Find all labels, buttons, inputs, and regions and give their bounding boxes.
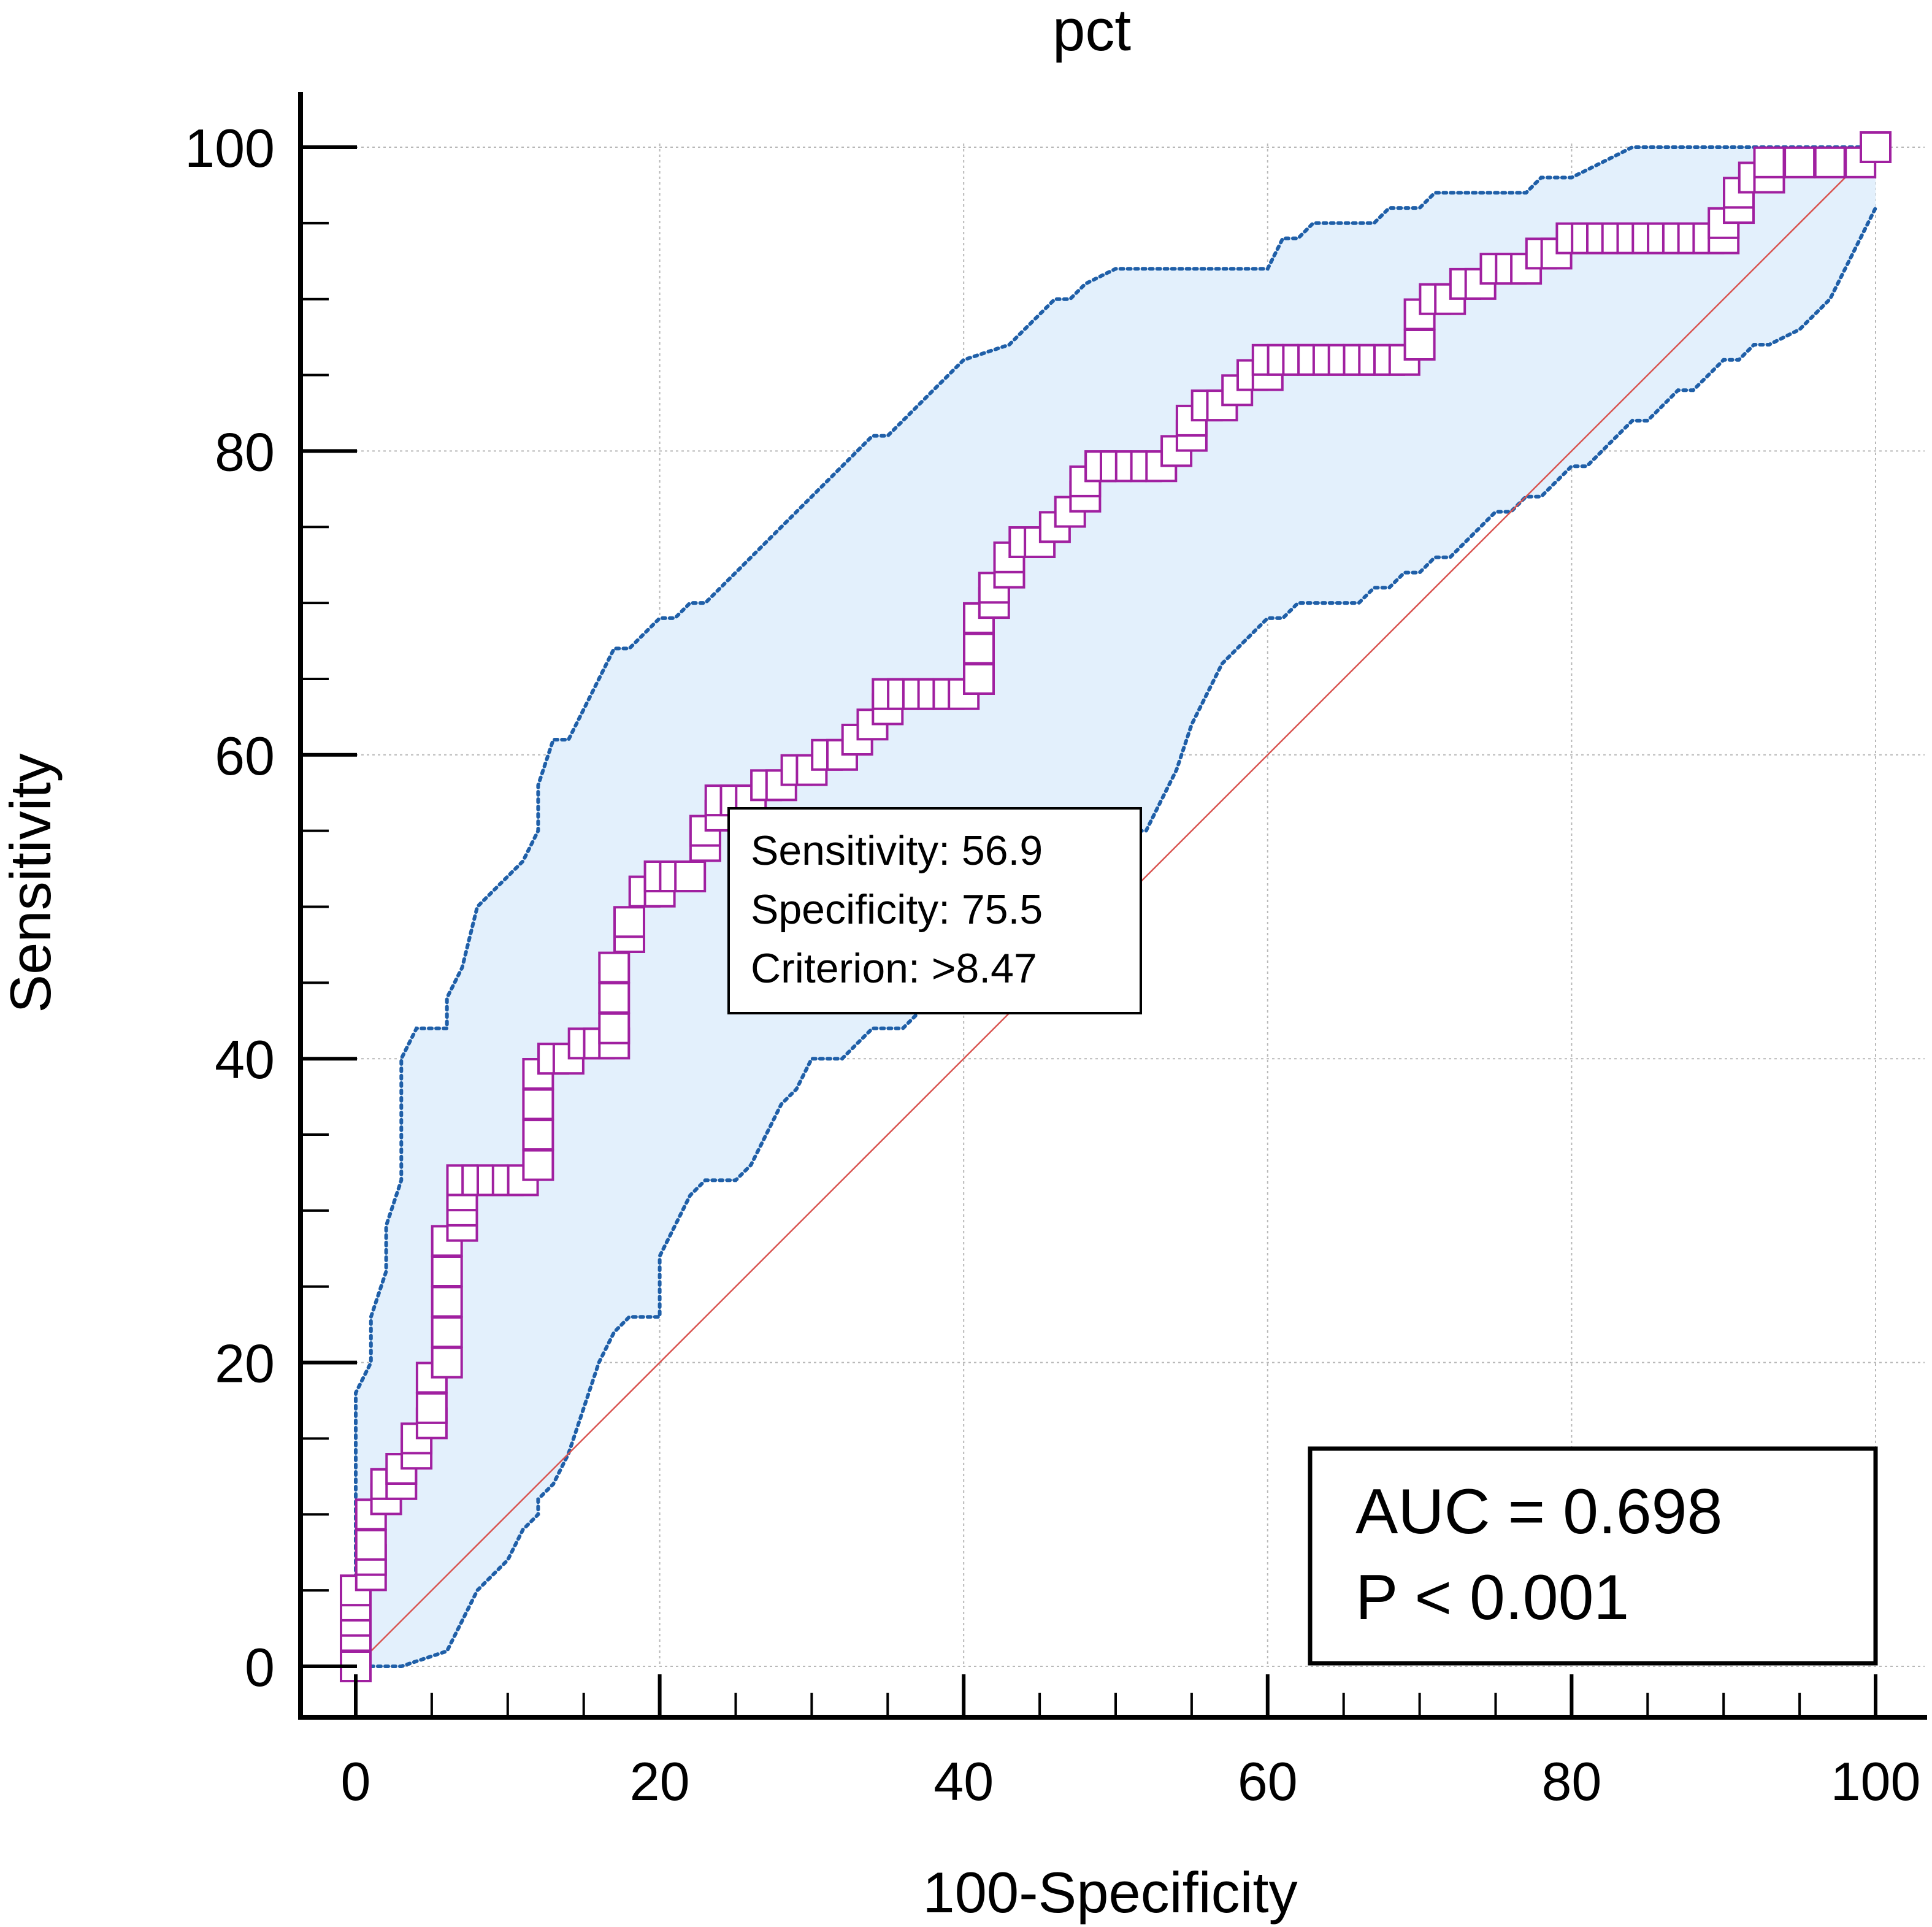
roc-point	[598, 1012, 631, 1044]
roc-point	[963, 663, 995, 695]
roc-point	[598, 982, 631, 1014]
roc-point	[415, 1392, 448, 1424]
auc-annotation: AUC = 0.698 P < 0.001	[1308, 1446, 1878, 1666]
roc-point	[431, 1255, 463, 1287]
y-tick-label: 20	[215, 1333, 275, 1394]
roc-point	[1403, 329, 1436, 361]
roc-point	[431, 1316, 463, 1349]
roc-point	[674, 860, 707, 892]
roc-point	[1753, 146, 1785, 178]
roc-point	[1784, 146, 1816, 178]
chart-title: pct	[1052, 0, 1131, 63]
roc-point	[431, 1285, 463, 1318]
x-tick-label: 40	[933, 1751, 994, 1812]
criterion-specificity: Specificity: 75.5	[751, 886, 1043, 933]
criterion-sensitivity: Sensitivity: 56.9	[751, 827, 1043, 874]
roc-point	[522, 1149, 554, 1181]
y-tick-label: 60	[215, 726, 275, 786]
p-value: P < 0.001	[1355, 1562, 1629, 1633]
roc-point	[598, 951, 631, 984]
x-tick-label: 0	[341, 1751, 371, 1812]
x-tick-label: 100	[1831, 1751, 1921, 1812]
x-tick-label: 20	[630, 1751, 690, 1812]
y-tick-label: 0	[245, 1637, 275, 1698]
criterion-box	[727, 807, 1142, 1014]
y-axis-ticks: 0 20 40 60 80 100	[185, 118, 357, 1698]
ci-upper-line	[354, 145, 1877, 1668]
roc-point	[1860, 131, 1892, 163]
criterion-annotation: Sensitivity: 56.9 Specificity: 75.5 Crit…	[727, 807, 1142, 1014]
y-tick-label: 100	[185, 118, 275, 178]
roc-point	[431, 1346, 463, 1379]
x-axis-label: 100-Specificity	[922, 1860, 1297, 1925]
y-tick-label: 80	[215, 421, 275, 482]
x-tick-label: 80	[1541, 1751, 1601, 1812]
x-tick-label: 60	[1238, 1751, 1298, 1812]
auc-value: AUC = 0.698	[1355, 1476, 1722, 1547]
y-tick-label: 40	[215, 1029, 275, 1090]
roc-point	[355, 1528, 387, 1561]
criterion-value: Criterion: >8.47	[751, 945, 1037, 992]
roc-point	[522, 1088, 554, 1121]
roc-point	[963, 632, 995, 665]
roc-point	[1814, 146, 1846, 178]
x-axis-ticks: 0 20 40 60 80 100	[341, 1674, 1921, 1812]
roc-point	[613, 906, 645, 938]
auc-box	[1308, 1446, 1878, 1666]
roc-point	[522, 1119, 554, 1151]
y-axis-label: Sensitivity	[0, 753, 63, 1013]
